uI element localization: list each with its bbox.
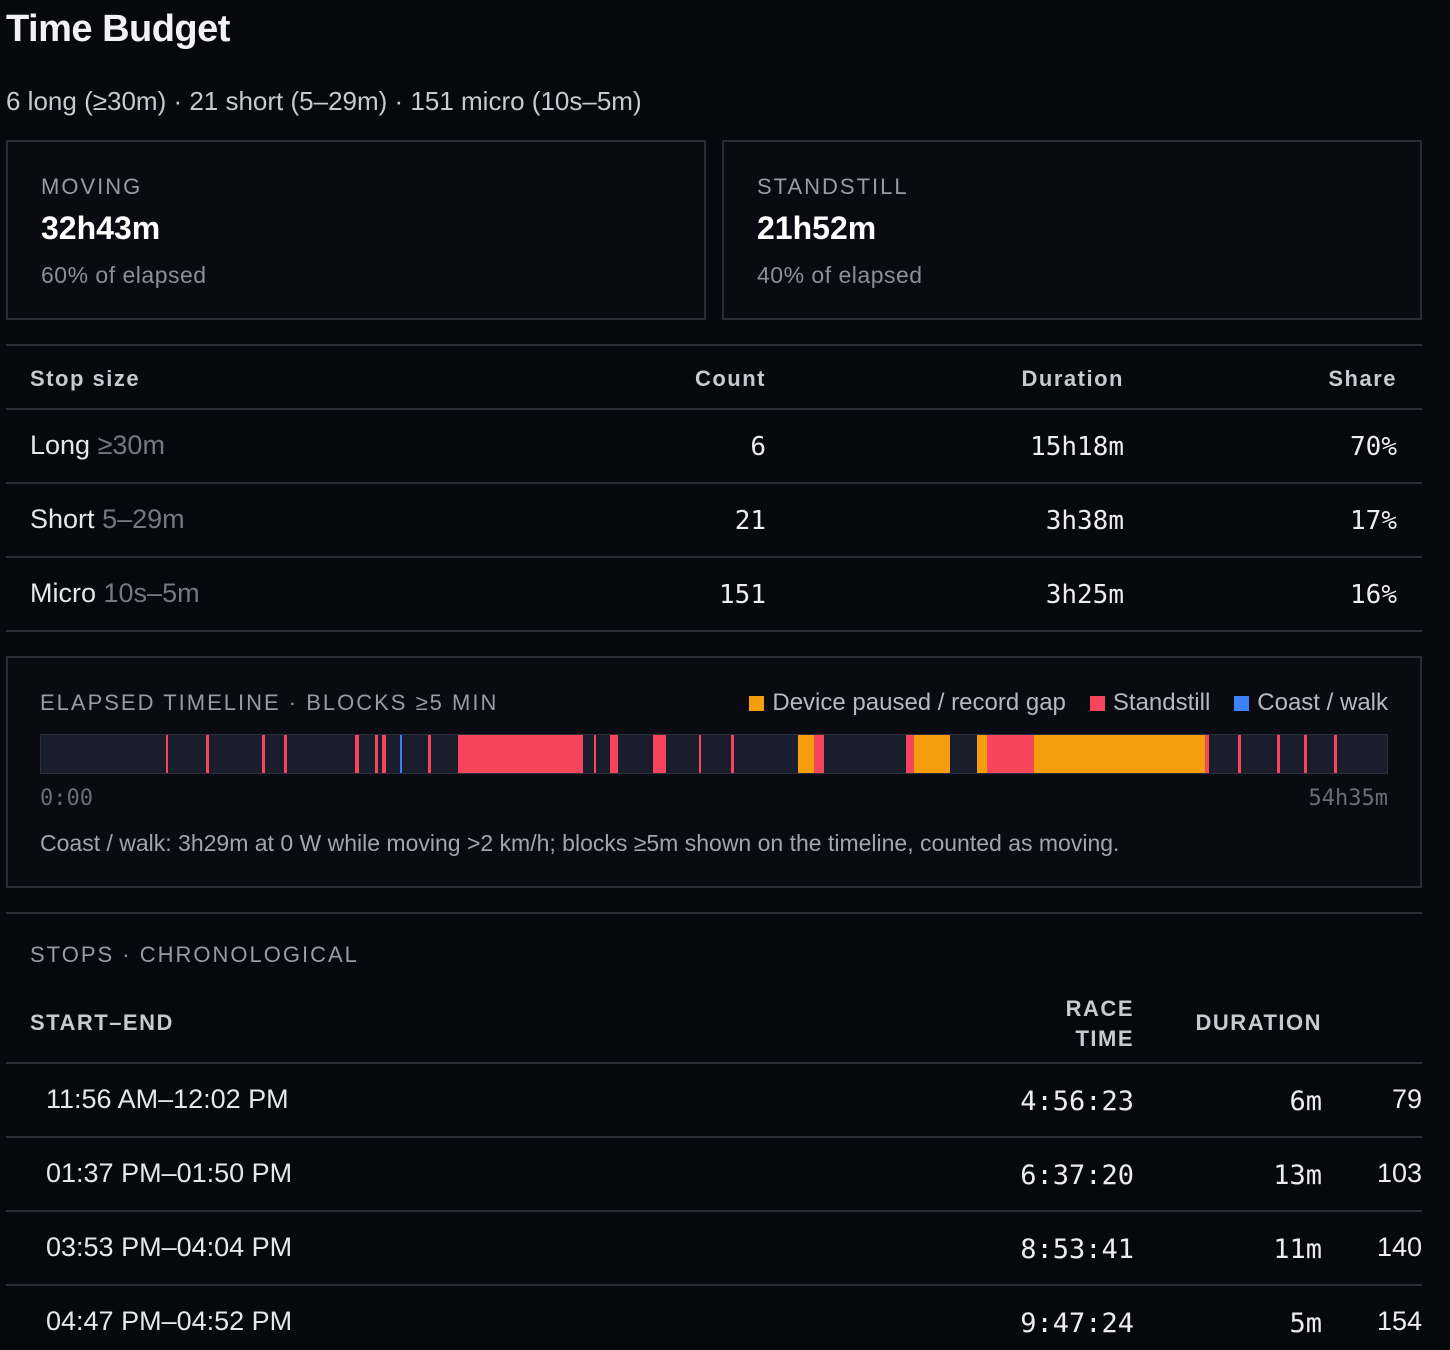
timeline-block-standstill[interactable] [593,735,597,773]
stop-count: 21 [734,506,766,536]
stop-range: 11:56 AM–12:02 PM [46,1084,289,1114]
standstill-share: 40% of elapsed [757,262,923,288]
stop-km: 79 [1391,1084,1422,1114]
stop-count: 151 [719,580,766,610]
stop-duration: 6m [1289,1086,1322,1117]
timeline-block-standstill[interactable] [262,735,266,773]
stop-size-row-short: Short 5–29m 21 3h38m 17% [6,484,1422,558]
stop-race-time: 8:53:41 [1020,1234,1134,1265]
stop-range: 01:37 PM–01:50 PM [46,1158,293,1188]
table-row[interactable]: 04:47 PM–04:52 PM 9:47:24 5m 154 [6,1286,1422,1350]
timeline-block-paused[interactable] [798,735,815,773]
timeline-block-standstill[interactable] [730,735,734,773]
stop-range: 04:47 PM–04:52 PM [46,1306,293,1336]
header-start-end[interactable]: START–END [30,1010,174,1035]
stop-size-name: Short 5–29m [30,504,185,534]
timeline-note: Coast / walk: 3h29m at 0 W while moving … [40,830,1120,856]
timeline-block-standstill[interactable] [457,735,583,773]
stop-km: 140 [1376,1232,1422,1262]
stop-duration: 5m [1289,1308,1322,1339]
timeline-block-standstill[interactable] [375,735,379,773]
timeline-block-standstill[interactable] [905,735,914,773]
stop-duration: 3h25m [1045,580,1124,610]
timeline-block-standstill[interactable] [1238,735,1241,773]
stops-section: STOPS · CHRONOLOGICAL START–END RACE TIM… [6,912,1422,1339]
header-count[interactable]: Count [694,366,766,391]
stop-size-name: Micro 10s–5m [30,578,200,608]
moving-share: 60% of elapsed [41,262,207,288]
header-duration[interactable]: Duration [1021,366,1124,391]
timeline-block-standstill[interactable] [283,735,287,773]
timeline-title: ELAPSED TIMELINE · BLOCKS ≥5 MIN [40,690,499,715]
stop-race-time: 9:47:24 [1020,1308,1134,1339]
standstill-label: STANDSTILL [757,174,909,199]
stop-range: 03:53 PM–04:04 PM [46,1232,293,1262]
timeline-legend: Device paused / record gap Standstill Co… [749,689,1388,717]
timeline-block-standstill[interactable] [609,735,618,773]
timeline-block-paused[interactable] [1033,735,1205,773]
stop-km: 154 [1376,1306,1422,1336]
header-race-time-line1[interactable]: RACE [1065,996,1134,1021]
moving-card: MOVING 32h43m 60% of elapsed [6,140,706,320]
header-stop-size[interactable]: Stop size [30,366,141,391]
table-row[interactable]: 11:56 AM–12:02 PM 4:56:23 6m 79 [6,1064,1422,1138]
timeline-block-standstill[interactable] [205,735,209,773]
timeline-block-standstill[interactable] [165,735,169,773]
timeline-block-paused[interactable] [913,735,951,773]
standstill-card: STANDSTILL 21h52m 40% of elapsed [722,140,1422,320]
stop-duration: 15h18m [1030,432,1124,462]
timeline-block-standstill[interactable] [382,735,387,773]
table-row[interactable]: 03:53 PM–04:04 PM 8:53:41 11m 140 [6,1212,1422,1286]
stop-race-time: 6:37:20 [1020,1160,1134,1191]
stop-share: 17% [1350,506,1397,536]
stop-size-name: Long ≥30m [30,430,165,460]
timeline-block-standstill[interactable] [1333,735,1337,773]
stop-duration: 3h38m [1045,506,1124,536]
timeline-block-standstill[interactable] [1204,735,1209,773]
stop-summary: 6 long (≥30m) · 21 short (5–29m) · 151 m… [6,86,642,116]
timeline-start-label: 0:00 [40,786,93,811]
timeline-block-coast[interactable] [399,735,403,773]
stop-size-table: Stop size Count Duration Share Long ≥30m… [6,344,1422,632]
timeline-block-standstill[interactable] [986,735,1034,773]
stop-count: 6 [750,432,766,462]
standstill-swatch-icon [1089,695,1105,711]
standstill-value: 21h52m [757,210,877,246]
page-title: Time Budget [6,8,230,50]
timeline-block-standstill[interactable] [698,735,702,773]
table-row[interactable]: 01:37 PM–01:50 PM 6:37:20 13m 103 [6,1138,1422,1212]
timeline-bar[interactable] [40,734,1388,774]
stop-duration: 11m [1273,1234,1322,1265]
stop-share: 16% [1350,580,1397,610]
timeline-block-paused[interactable] [977,735,987,773]
legend-standstill: Standstill [1089,689,1210,717]
timeline-block-standstill[interactable] [814,735,824,773]
stop-km: 103 [1376,1158,1422,1188]
paused-swatch-icon [749,695,765,711]
header-race-time-line2[interactable]: TIME [1075,1026,1134,1051]
stop-share: 70% [1350,432,1397,462]
timeline-block-standstill[interactable] [427,735,431,773]
timeline-block-standstill[interactable] [355,735,360,773]
header-share[interactable]: Share [1328,366,1397,391]
timeline-block-standstill[interactable] [652,735,667,773]
stop-race-time: 4:56:23 [1020,1086,1134,1117]
moving-value: 32h43m [41,210,161,246]
legend-coast: Coast / walk [1234,689,1388,717]
stop-size-header: Stop size Count Duration Share [6,344,1422,410]
stop-size-row-long: Long ≥30m 6 15h18m 70% [6,410,1422,484]
header-duration[interactable]: DURATION [1195,1010,1322,1035]
coast-swatch-icon [1234,695,1250,711]
timeline-block-standstill[interactable] [1277,735,1280,773]
stops-title: STOPS · CHRONOLOGICAL [30,942,359,967]
stop-duration: 13m [1273,1160,1322,1191]
stop-size-row-micro: Micro 10s–5m 151 3h25m 16% [6,558,1422,632]
legend-paused: Device paused / record gap [749,689,1066,717]
elapsed-timeline-panel: ELAPSED TIMELINE · BLOCKS ≥5 MIN Device … [6,656,1422,888]
timeline-end-label: 54h35m [1308,786,1388,811]
moving-label: MOVING [41,174,143,199]
timeline-block-standstill[interactable] [1304,735,1307,773]
stops-header: START–END RACE TIME DURATION [6,982,1422,1064]
